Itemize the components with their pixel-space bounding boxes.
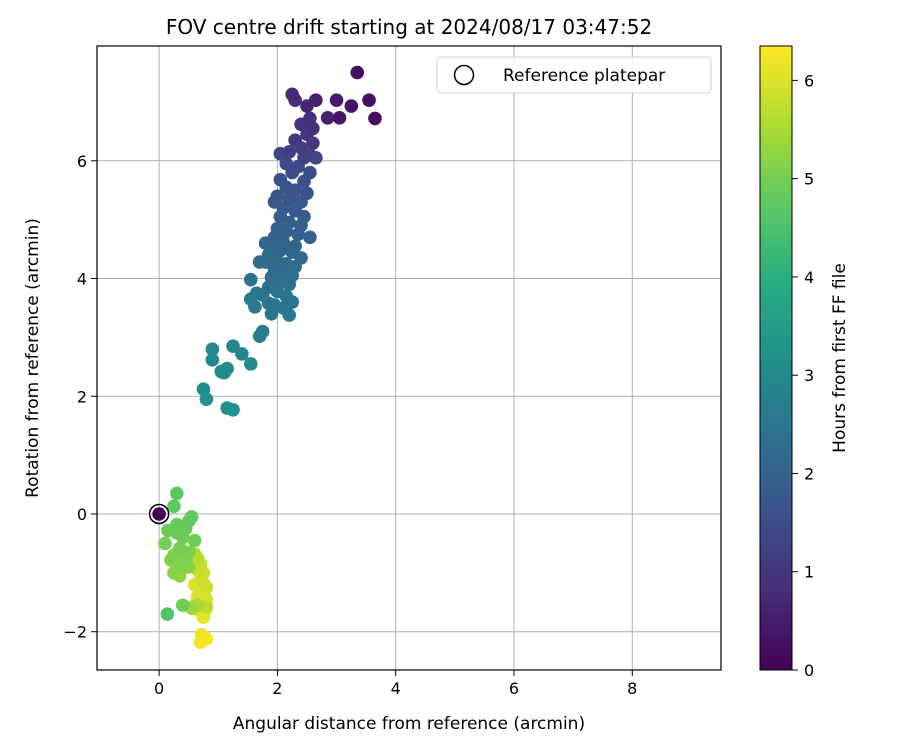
data-point: [194, 627, 209, 642]
data-point: [362, 93, 376, 107]
scatter-points: [148, 65, 382, 650]
data-point: [158, 536, 172, 551]
x-tick-label: 0: [154, 679, 164, 698]
data-point: [282, 145, 297, 159]
data-point: [285, 295, 299, 309]
y-axis-label: Rotation from reference (arcmin): [23, 218, 43, 498]
legend-frame: [436, 56, 712, 94]
data-point: [235, 347, 249, 361]
reference-marker: [148, 503, 170, 525]
colorbar-label: Hours from first FF file: [830, 263, 850, 453]
colorbar-tick-label: 5: [804, 170, 814, 189]
colorbar-tick-label: 6: [804, 71, 814, 90]
data-point: [220, 361, 234, 376]
data-point: [288, 239, 302, 253]
data-point: [270, 189, 285, 203]
data-point: [181, 514, 196, 528]
x-tick-label: 8: [627, 679, 637, 698]
x-tick-label: 2: [272, 679, 282, 698]
colorbar-tick-label: 3: [804, 366, 814, 385]
data-point: [196, 382, 211, 397]
legend-marker: [453, 64, 475, 86]
data-point: [170, 486, 184, 501]
data-point: [285, 87, 299, 102]
data-point: [332, 111, 347, 125]
colorbar-tick-label: 4: [804, 268, 814, 287]
plot-frame: [96, 45, 722, 671]
data-point: [205, 352, 220, 367]
data-point: [279, 180, 294, 195]
colorbar-tick-label: 1: [804, 563, 814, 582]
plot-area: [97, 46, 721, 670]
x-tick-label: 4: [391, 679, 401, 698]
y-axis-ticks: −2 0 2 4 6: [63, 152, 97, 642]
data-point: [329, 93, 344, 107]
colorbar-ticks: 0 1 2 3 4 5 6: [792, 71, 814, 680]
data-point: [152, 507, 166, 521]
colorbar-gradient: [759, 45, 793, 671]
data-point: [309, 93, 323, 107]
y-tick-label: −2: [63, 623, 87, 642]
data-point: [350, 65, 365, 80]
data-point: [344, 99, 359, 113]
data-point: [205, 342, 220, 356]
y-tick-label: 4: [77, 270, 87, 289]
x-axis-ticks: 0 2 4 6 8: [154, 670, 637, 698]
colorbar-tick-label: 0: [804, 661, 814, 680]
data-point: [288, 133, 302, 147]
chart-title: FOV centre drift starting at 2024/08/17 …: [166, 15, 652, 39]
data-point: [187, 533, 202, 548]
data-point: [175, 598, 190, 613]
legend-label: Reference platepar: [503, 66, 665, 86]
y-tick-label: 2: [77, 387, 87, 406]
legend: Reference platepar: [436, 56, 712, 94]
y-tick-label: 0: [77, 505, 87, 524]
data-point: [167, 499, 181, 514]
data-point: [243, 272, 258, 287]
data-point: [220, 401, 234, 415]
x-tick-label: 6: [509, 679, 519, 698]
data-point: [264, 307, 279, 321]
data-point: [160, 607, 175, 621]
y-tick-label: 6: [77, 152, 87, 171]
colorbar-tick-label: 2: [804, 464, 814, 483]
data-point: [255, 324, 270, 339]
data-point: [279, 156, 294, 171]
colorbar: 0 1 2 3 4 5 6 Hours from first FF file: [759, 45, 850, 680]
data-point: [303, 111, 317, 126]
data-point: [303, 165, 317, 180]
x-axis-label: Angular distance from reference (arcmin): [233, 714, 585, 734]
data-point: [279, 257, 294, 271]
data-point: [248, 299, 262, 314]
data-point: [243, 357, 258, 371]
data-point: [320, 111, 335, 125]
data-point: [368, 111, 382, 126]
data-point: [226, 339, 240, 354]
data-point: [300, 186, 314, 200]
data-point: [303, 230, 317, 245]
data-point: [173, 541, 187, 555]
